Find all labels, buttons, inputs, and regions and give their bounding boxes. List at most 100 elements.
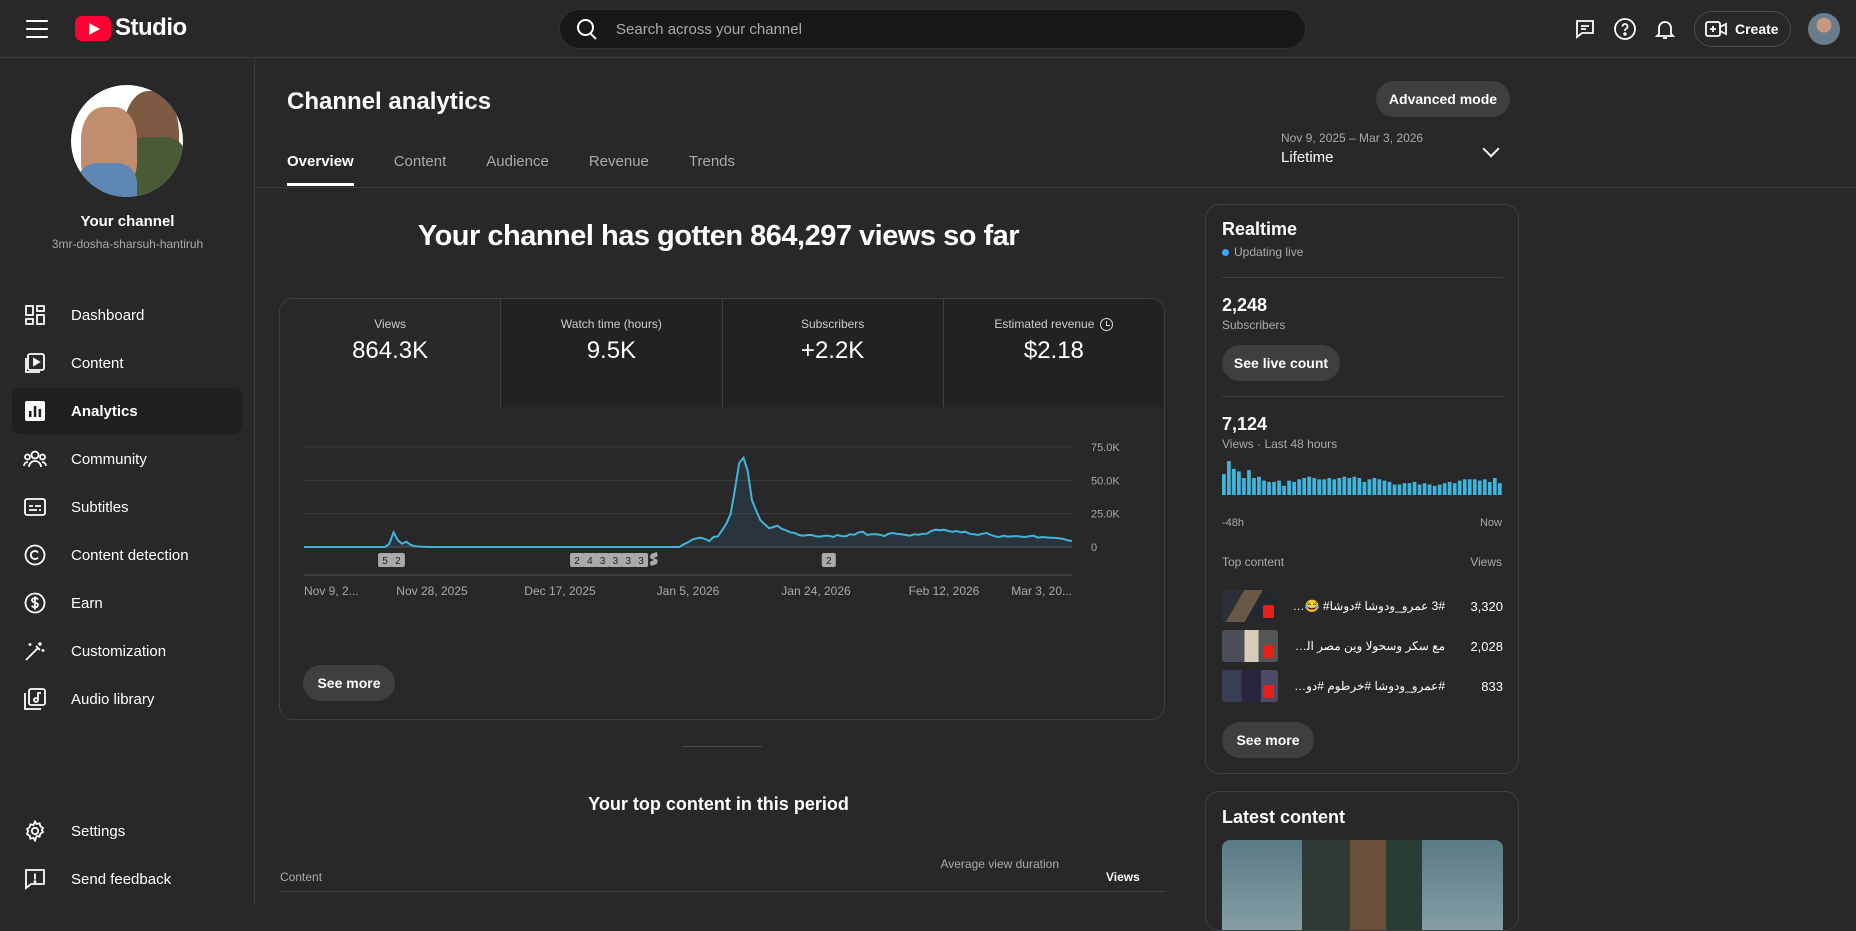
realtime-bar[interactable] [1282,485,1286,495]
realtime-bar[interactable] [1402,483,1407,495]
realtime-bar[interactable] [1272,481,1276,495]
search-input[interactable] [616,20,1216,38]
search-box[interactable] [559,9,1306,49]
realtime-bar[interactable] [1427,484,1432,495]
video-publish-marker[interactable] [378,553,393,567]
video-publish-marker[interactable] [582,553,597,567]
sidebar-item-settings[interactable]: Settings [12,808,242,854]
sidebar-item-earn[interactable]: Earn [12,580,242,626]
realtime-bar[interactable] [1492,478,1497,495]
realtime-bar[interactable] [1307,476,1312,495]
realtime-bar[interactable] [1287,480,1291,495]
realtime-bar[interactable] [1457,480,1462,495]
metric-estimated-revenue[interactable]: Estimated revenue $2.18 [943,299,1164,407]
tab-audience[interactable]: Audience [486,153,549,170]
tab-overview[interactable]: Overview [287,153,354,186]
col-average-view-duration[interactable]: Average view duration [940,857,1059,871]
realtime-bar[interactable] [1337,478,1342,495]
realtime-bar[interactable] [1277,480,1281,495]
notifications-icon[interactable] [1652,16,1678,42]
realtime-bar[interactable] [1292,481,1296,495]
realtime-bar[interactable] [1362,481,1367,495]
realtime-bar[interactable] [1222,474,1226,495]
realtime-bar[interactable] [1382,480,1387,495]
realtime-bar[interactable] [1452,483,1457,495]
realtime-bar[interactable] [1472,479,1477,495]
realtime-views-bar-chart[interactable] [1222,461,1503,495]
sidebar-item-analytics[interactable]: Analytics [12,388,242,434]
sidebar-item-subtitles[interactable]: Subtitles [12,484,242,530]
realtime-bar[interactable] [1397,484,1402,495]
realtime-bar[interactable] [1477,480,1482,495]
realtime-bar[interactable] [1462,479,1467,495]
realtime-bar[interactable] [1352,476,1357,495]
period-selector[interactable]: Nov 9, 2025 – Mar 3, 2026 Lifetime [1281,131,1500,177]
advanced-mode-button[interactable]: Advanced mode [1376,81,1510,117]
realtime-bar[interactable] [1487,481,1492,495]
realtime-bar[interactable] [1342,476,1347,495]
realtime-bar[interactable] [1312,478,1317,495]
sidebar-item-dashboard[interactable]: Dashboard [12,292,242,338]
shorts-marker-icon[interactable] [649,552,658,566]
realtime-bar[interactable] [1497,483,1502,495]
see-live-count-button[interactable]: See live count [1222,345,1340,381]
video-publish-marker[interactable] [595,553,610,567]
realtime-bar[interactable] [1237,471,1241,495]
realtime-bar[interactable] [1417,484,1422,495]
latest-video-thumbnail[interactable] [1222,840,1503,930]
see-more-button[interactable]: See more [303,665,395,701]
video-publish-marker[interactable] [390,553,405,567]
video-publish-marker[interactable] [570,553,585,567]
realtime-bar[interactable] [1367,479,1372,495]
tab-trends[interactable]: Trends [688,153,736,170]
realtime-bar[interactable] [1442,483,1447,495]
views-series-line[interactable] [304,455,1073,548]
realtime-bar[interactable] [1327,478,1332,495]
realtime-bar[interactable] [1247,470,1251,495]
sidebar-item-customization[interactable]: Customization [12,628,242,674]
realtime-bar[interactable] [1392,484,1397,495]
menu-icon[interactable] [22,17,52,41]
realtime-bar[interactable] [1242,478,1246,495]
realtime-bar[interactable] [1387,481,1392,495]
metric-subscribers[interactable]: Subscribers +2.2K [722,299,944,407]
realtime-bar[interactable] [1407,483,1412,495]
sidebar-item-content-detection[interactable]: Content detection [12,532,242,578]
tab-revenue[interactable]: Revenue [588,153,649,170]
video-publish-marker[interactable] [621,553,636,567]
realtime-bar[interactable] [1372,478,1377,495]
help-icon[interactable] [1612,16,1638,42]
realtime-bar[interactable] [1262,480,1266,495]
realtime-bar[interactable] [1302,478,1307,495]
realtime-bar[interactable] [1322,479,1327,495]
realtime-bar[interactable] [1357,478,1362,495]
realtime-top-item[interactable]: 3# عمرو_ودوشا #دوشا# 😂 #... 3,320 [1222,589,1503,623]
realtime-bar[interactable] [1482,479,1487,495]
search-icon[interactable] [576,18,598,40]
col-views[interactable]: Views [1106,870,1140,884]
realtime-bar[interactable] [1437,484,1442,495]
realtime-bar[interactable] [1232,468,1236,495]
realtime-bar[interactable] [1297,479,1301,495]
realtime-bar[interactable] [1422,483,1427,495]
realtime-bar[interactable] [1432,485,1437,495]
realtime-see-more-button[interactable]: See more [1222,722,1314,758]
video-publish-marker[interactable] [821,553,836,567]
realtime-bar[interactable] [1317,479,1322,495]
realtime-bar[interactable] [1332,479,1337,495]
channel-avatar[interactable] [71,85,183,197]
realtime-bar[interactable] [1227,461,1231,495]
studio-logo[interactable]: Studio [75,14,187,42]
sidebar-item-content[interactable]: Content [12,340,242,386]
realtime-top-item[interactable]: #عمرو_ودوشا #خرطوم #دوشا ... 833 [1222,669,1503,703]
video-publish-marker[interactable] [634,553,649,567]
metric-watch-time[interactable]: Watch time (hours) 9.5K [501,299,723,407]
realtime-bar[interactable] [1257,476,1261,495]
realtime-bar[interactable] [1347,478,1352,495]
sidebar-item-audio-library[interactable]: Audio library [12,676,242,722]
metric-views[interactable]: Views 864.3K [280,299,502,407]
realtime-bar[interactable] [1377,479,1382,495]
realtime-bar[interactable] [1467,479,1472,495]
realtime-bar[interactable] [1267,481,1271,495]
